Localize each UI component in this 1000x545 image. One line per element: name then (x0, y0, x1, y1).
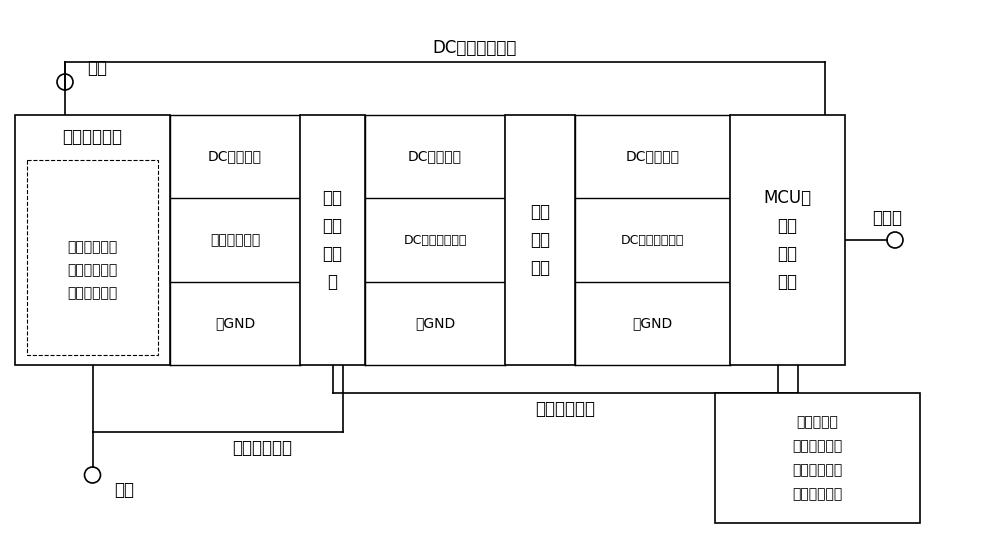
Text: 负载: 负载 (114, 481, 134, 499)
Text: 开关状态灯
打开：红灯亮
关闭：蓝灯亮
延时：红蓝闪: 开关状态灯 打开：红灯亮 关闭：蓝灯亮 延时：红蓝闪 (792, 415, 843, 501)
Text: 电源
稳压
电路: 电源 稳压 电路 (530, 203, 550, 277)
Text: 单火
线取
电模
块: 单火 线取 电模 块 (322, 189, 342, 290)
Text: 地GND: 地GND (632, 316, 673, 330)
Bar (15, 115, 170, 365)
Text: 过流保护检测: 过流保护检测 (232, 439, 292, 457)
Text: 火线控制模块: 火线控制模块 (62, 128, 122, 146)
Text: 单向可控硅等
双向可控硅等
继电器元件等: 单向可控硅等 双向可控硅等 继电器元件等 (67, 240, 118, 300)
Bar (730, 115, 845, 365)
Bar (27, 160, 158, 355)
Bar (505, 115, 575, 365)
Text: DC低压输出: DC低压输出 (408, 150, 462, 163)
Text: 地GND: 地GND (215, 316, 255, 330)
Text: DC稳压输出: DC稳压输出 (626, 150, 680, 163)
Text: 地GND: 地GND (415, 316, 455, 330)
Text: DC高压电压检测: DC高压电压检测 (433, 39, 517, 57)
Bar (715, 393, 920, 523)
Bar (300, 115, 365, 365)
Text: 开关控制信号: 开关控制信号 (535, 400, 595, 418)
Text: 火线: 火线 (87, 59, 107, 77)
Text: MCU及
触摸
控制
电路: MCU及 触摸 控制 电路 (763, 189, 812, 290)
Text: 触摸盘: 触摸盘 (872, 209, 902, 227)
Text: DC高压输出: DC高压输出 (208, 150, 262, 163)
Text: DC低压检测输入: DC低压检测输入 (621, 233, 684, 246)
Text: 高压控制信号: 高压控制信号 (210, 233, 260, 247)
Text: DC低压检测输出: DC低压检测输出 (403, 233, 467, 246)
